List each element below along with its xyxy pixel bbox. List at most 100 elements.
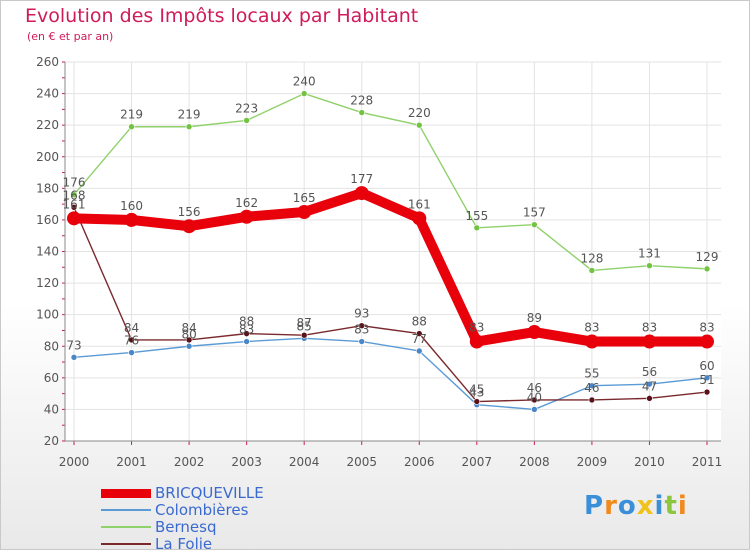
data-point bbox=[67, 211, 81, 226]
data-label: 40 bbox=[527, 390, 542, 404]
data-label: 83 bbox=[699, 321, 714, 335]
data-label: 162 bbox=[235, 196, 258, 210]
data-label: 76 bbox=[124, 334, 139, 348]
data-label: 73 bbox=[66, 338, 81, 352]
logo-letter: x bbox=[636, 491, 655, 521]
x-tick-label: 2005 bbox=[346, 455, 377, 469]
legend-item: Colombières bbox=[101, 501, 361, 519]
data-label: 83 bbox=[354, 323, 369, 337]
data-label: 155 bbox=[465, 209, 488, 223]
data-label: 85 bbox=[297, 319, 312, 333]
data-label: 43 bbox=[469, 386, 484, 400]
logo-letter: o bbox=[617, 491, 637, 521]
x-tick-label: 2011 bbox=[692, 455, 723, 469]
x-tick-label: 2007 bbox=[462, 455, 493, 469]
x-tick-label: 2006 bbox=[404, 455, 435, 469]
data-label: 45 bbox=[469, 383, 484, 397]
legend-swatch bbox=[101, 526, 151, 528]
data-label: 88 bbox=[412, 315, 427, 329]
series-line-1 bbox=[73, 337, 708, 411]
y-tick-label: 20 bbox=[44, 434, 59, 448]
data-label: 80 bbox=[181, 327, 196, 341]
data-label: 84 bbox=[124, 321, 139, 335]
data-label: 88 bbox=[239, 315, 254, 329]
data-point bbox=[358, 109, 366, 116]
data-label: 223 bbox=[235, 101, 258, 115]
series-line-3 bbox=[73, 206, 708, 403]
legend-label: BRICQUEVILLE bbox=[155, 484, 264, 502]
data-label: 51 bbox=[699, 373, 714, 387]
data-point bbox=[185, 336, 193, 344]
data-label: 46 bbox=[527, 381, 542, 395]
data-label: 165 bbox=[293, 191, 316, 205]
data-point bbox=[646, 395, 653, 402]
chart-subtitle: (en € et par an) bbox=[27, 30, 114, 43]
data-label: 83 bbox=[239, 323, 254, 337]
y-tick-label: 140 bbox=[36, 245, 59, 259]
x-tick-label: 2002 bbox=[174, 455, 205, 469]
data-point bbox=[415, 347, 423, 355]
y-tick-label: 60 bbox=[44, 371, 59, 385]
data-label: 129 bbox=[696, 250, 719, 264]
data-label: 176 bbox=[63, 176, 86, 190]
data-point bbox=[124, 212, 139, 227]
data-label: 87 bbox=[297, 316, 312, 330]
x-tick-label: 2004 bbox=[289, 455, 320, 469]
data-label: 156 bbox=[178, 205, 201, 219]
data-point bbox=[185, 123, 193, 131]
series-line-2 bbox=[73, 92, 708, 272]
data-point bbox=[128, 336, 135, 344]
data-point bbox=[646, 262, 653, 270]
data-label: 160 bbox=[120, 199, 143, 213]
logo-letter: P bbox=[584, 491, 605, 521]
data-point bbox=[70, 203, 78, 211]
y-tick-label: 260 bbox=[36, 55, 59, 69]
data-point bbox=[703, 374, 711, 382]
data-label: 228 bbox=[350, 94, 373, 108]
data-point bbox=[415, 330, 423, 337]
legend-swatch bbox=[101, 509, 151, 511]
x-tick-label: 2003 bbox=[231, 455, 262, 469]
data-point bbox=[412, 211, 427, 226]
data-label: 168 bbox=[63, 188, 86, 202]
data-point bbox=[358, 322, 366, 330]
data-point bbox=[703, 265, 711, 273]
data-point bbox=[354, 186, 369, 201]
data-label: 157 bbox=[523, 206, 546, 220]
data-point bbox=[703, 388, 711, 396]
legend-item: La Folie bbox=[101, 535, 361, 553]
legend-label: Bernesq bbox=[155, 518, 217, 536]
legend-swatch bbox=[101, 488, 151, 498]
data-point bbox=[70, 354, 78, 361]
data-label: 77 bbox=[412, 332, 427, 346]
x-tick-label: 2001 bbox=[116, 455, 147, 469]
data-point bbox=[358, 338, 366, 345]
data-point bbox=[239, 209, 254, 224]
data-point bbox=[415, 121, 423, 129]
data-label: 131 bbox=[638, 247, 661, 261]
proxiti-logo: Proxiti bbox=[584, 491, 688, 521]
data-point bbox=[588, 382, 596, 390]
data-label: 46 bbox=[584, 381, 599, 395]
data-label: 83 bbox=[584, 321, 599, 335]
data-label: 240 bbox=[293, 75, 316, 89]
data-point bbox=[469, 334, 484, 349]
data-label: 56 bbox=[642, 365, 657, 379]
data-label: 83 bbox=[642, 321, 657, 335]
data-label: 219 bbox=[178, 108, 201, 122]
data-point bbox=[527, 325, 542, 340]
data-point bbox=[243, 330, 250, 337]
logo-letter: i bbox=[677, 491, 688, 521]
y-tick-label: 100 bbox=[36, 308, 59, 322]
chart-title: Evolution des Impôts locaux par Habitant bbox=[25, 5, 419, 27]
x-tick-label: 2000 bbox=[59, 455, 90, 469]
data-point bbox=[588, 396, 596, 404]
legend-item: Bernesq bbox=[101, 518, 361, 536]
data-label: 60 bbox=[699, 359, 714, 373]
y-tick-label: 180 bbox=[36, 181, 59, 195]
data-label: 89 bbox=[527, 311, 542, 325]
data-point bbox=[584, 334, 599, 349]
logo-letter: r bbox=[604, 491, 618, 521]
